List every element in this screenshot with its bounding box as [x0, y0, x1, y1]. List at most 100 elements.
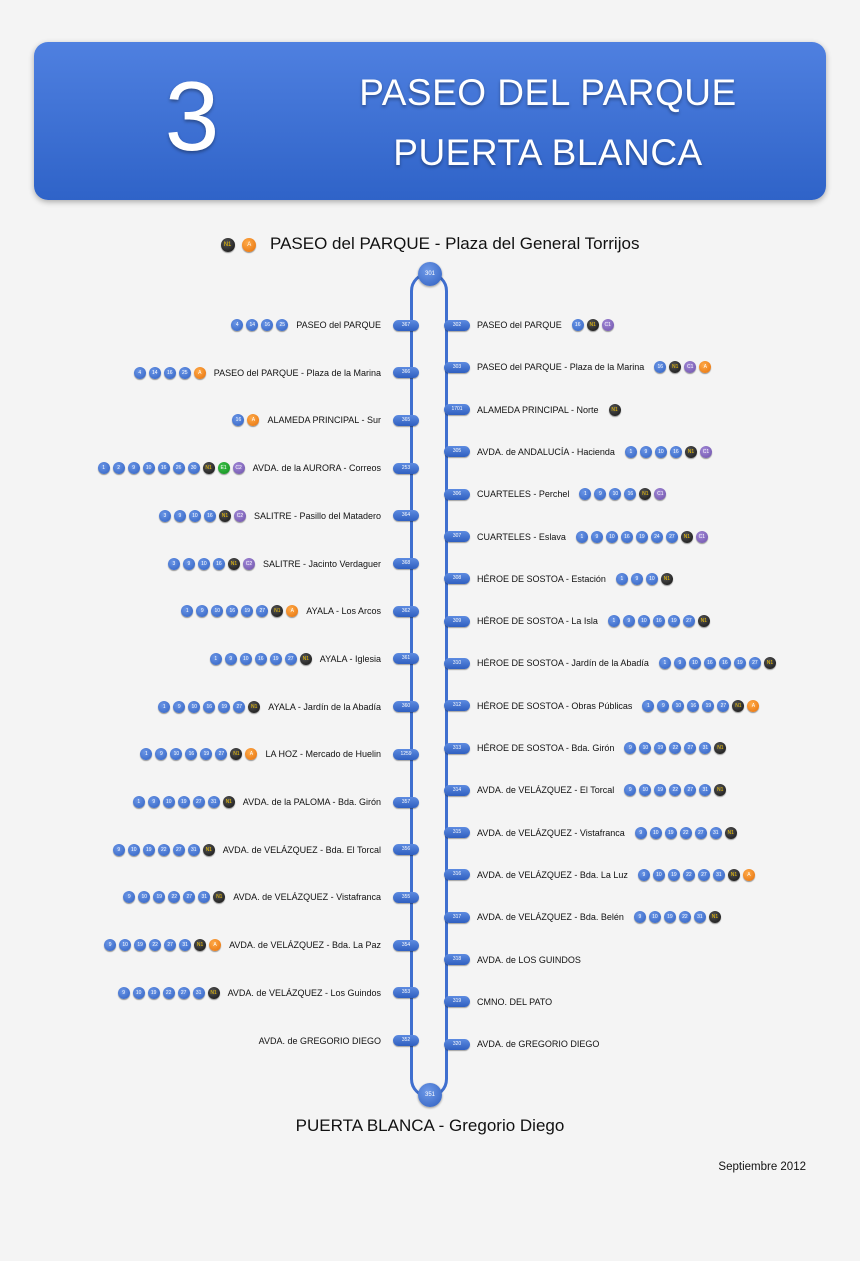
- line-badge: 27: [697, 868, 710, 881]
- line-badges: 4 14 16 25 A: [133, 366, 206, 379]
- stop-left: 1 2 9 10 16 26 30 N1 E1 C2 AVDA. de la AURORA - Co…: [97, 459, 419, 477]
- line-badge: 10: [170, 748, 183, 761]
- stop-code-marker: 366: [393, 367, 419, 379]
- line-badge: 19: [134, 939, 147, 952]
- line-badges: 1 9 10 16 19 27 N1: [209, 652, 312, 665]
- stop-left: 9 10 19 22 27 31 N1 A AVDA. de VELÁZQUEZ - Bda. …: [104, 936, 419, 954]
- stop-right: 302 PASEO del PARQUE 16 N1 C1: [444, 316, 614, 334]
- line-badge: A: [209, 939, 222, 952]
- line-badge: N1: [724, 826, 737, 839]
- stop-code-marker: 1259: [393, 748, 419, 760]
- line-badges: N1: [608, 403, 621, 416]
- line-badge: 27: [748, 657, 761, 670]
- line-badge: 1: [181, 605, 194, 618]
- stop-name: AVDA. de VELÁZQUEZ - Bda. El Torcal: [222, 844, 381, 855]
- line-badge: N1: [639, 488, 652, 501]
- line-badge: C1: [684, 361, 697, 374]
- stop-right: 315 AVDA. de VELÁZQUEZ - Vistafranca 9 10 19…: [444, 824, 737, 842]
- line-badge: 9: [673, 657, 686, 670]
- line-badge: 9: [155, 748, 168, 761]
- stop-code-marker: 355: [393, 891, 419, 903]
- line-badge: 9: [624, 784, 637, 797]
- stop-code-marker: 309: [444, 615, 470, 627]
- line-badge: 2: [112, 462, 125, 475]
- start-stop-marker: 301: [418, 262, 442, 286]
- line-badge: 3: [167, 557, 180, 570]
- stop-code-marker: 367: [393, 319, 419, 331]
- line-badges: 16 N1 C1: [571, 319, 614, 331]
- line-badge: C1: [601, 319, 614, 331]
- line-badge: 10: [605, 530, 618, 543]
- line-badge: 19: [733, 657, 746, 670]
- line-badge: 22: [682, 868, 695, 881]
- stop-name: LA HOZ - Mercado de Huelin: [265, 749, 381, 760]
- line-badges: 1 9 10 16 19 24 27 N1 C1: [575, 530, 708, 543]
- line-badge: 31: [179, 939, 192, 952]
- line-badge: 16: [203, 700, 216, 713]
- stop-left: 1 9 10 19 27 31 N1 AVDA. de la PALOMA - Bda. Gi…: [132, 793, 419, 811]
- stop-code-marker: 312: [444, 700, 470, 712]
- stop-right: 1701 ALAMEDA PRINCIPAL - Norte N1: [444, 401, 621, 419]
- line-badge: 9: [634, 826, 647, 839]
- line-badge: 9: [657, 699, 670, 712]
- stop-right: 313 HÉROE DE SOSTOA - Bda. Girón 9 10 19 22 27…: [444, 739, 727, 757]
- line-badge: 10: [609, 488, 622, 501]
- line-badge: N1: [227, 557, 240, 570]
- line-badges: 16 A: [232, 414, 260, 427]
- line-badge: N1: [708, 911, 721, 924]
- line-badge: 9: [633, 911, 646, 924]
- stop-right: 318 AVDA. de LOS GUINDOS: [444, 951, 591, 969]
- line-badge: 16: [718, 657, 731, 670]
- line-badge: N1: [608, 403, 621, 416]
- line-badges: 9 10 19 22 27 31 N1: [123, 891, 226, 904]
- line-badge: 27: [256, 605, 269, 618]
- stop-name: SALITRE - Jacinto Verdaguer: [262, 558, 381, 569]
- start-terminus-label: PASEO del PARQUE - Plaza del General Tor…: [270, 234, 640, 253]
- line-badge: A: [286, 605, 299, 618]
- line-badge: 19: [269, 652, 282, 665]
- line-badge: 19: [664, 826, 677, 839]
- stop-name: AVDA. de GREGORIO DIEGO: [258, 1035, 381, 1046]
- line-badge: 19: [702, 699, 715, 712]
- stop-name: HÉROE DE SOSTOA - Bda. Girón: [477, 743, 615, 753]
- line-badge: 14: [148, 366, 161, 379]
- stop-right: 312 HÉROE DE SOSTOA - Obras Públicas 1 9 10 1…: [444, 697, 760, 715]
- stop-name: PASEO del PARQUE: [296, 320, 381, 330]
- line-badge: N1: [660, 572, 673, 585]
- line-badge: 9: [173, 700, 186, 713]
- stop-code-marker: 364: [393, 510, 419, 522]
- stop-code-marker: 303: [444, 361, 470, 373]
- line-badge: 31: [187, 843, 200, 856]
- line-badge: 10: [639, 742, 652, 754]
- stop-code-marker: 317: [444, 911, 470, 923]
- end-stop-marker: 351: [418, 1083, 442, 1107]
- line-badge: N1: [763, 657, 776, 670]
- line-badge: 22: [679, 826, 692, 839]
- line-badge: 22: [157, 843, 170, 856]
- stop-left: 1 9 10 16 19 27 N1 A AYALA - Los Arcos 362: [181, 602, 419, 620]
- line-badge: N1: [248, 700, 261, 713]
- line-badges: 1 9 10 16 16 19 27 N1: [658, 657, 776, 670]
- line-badge: 27: [192, 796, 205, 808]
- line-badge: 10: [649, 826, 662, 839]
- stop-code-marker: 1701: [444, 404, 470, 416]
- line-number: 3: [164, 61, 220, 171]
- line-badge: 22: [678, 911, 691, 924]
- line-badge: 19: [142, 843, 155, 856]
- line-badge: N1: [732, 699, 745, 712]
- stop-code-marker: 253: [393, 462, 419, 474]
- line-badges: 9 10 19 22 27 31 N1 A: [104, 939, 222, 952]
- line-badge: 1: [158, 700, 171, 713]
- line-badge: E1: [217, 462, 230, 475]
- stop-name: AVDA. de VELÁZQUEZ - Vistafranca: [233, 892, 381, 903]
- stop-name: CMNO. DEL PATO: [477, 996, 553, 1007]
- line-badge: 27: [694, 826, 707, 839]
- line-badge: 19: [218, 700, 231, 713]
- line-badge: 10: [138, 891, 151, 904]
- line-badge: 1: [579, 488, 592, 501]
- stop-code-marker: 353: [393, 987, 419, 999]
- line-badge: 22: [669, 742, 682, 754]
- line-badge: 10: [142, 462, 155, 475]
- line-badge: 31: [709, 826, 722, 839]
- header-title-origin: PASEO DEL PARQUE: [359, 72, 737, 113]
